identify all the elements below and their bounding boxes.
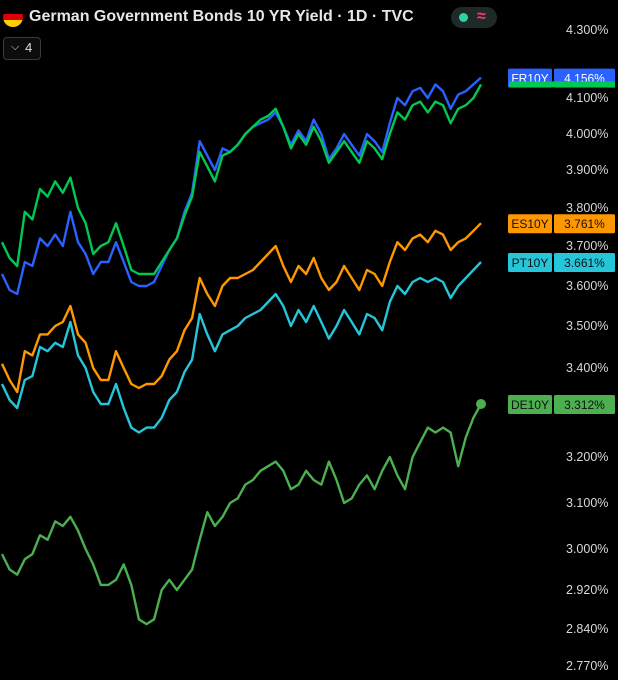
value-tag-de10y[interactable]: DE10Y 3.312% (508, 395, 615, 414)
y-tick-label: 3.200% (566, 450, 608, 464)
chart-header: German Government Bonds 10 YR Yield · 1D… (0, 0, 618, 34)
indicator-count: 4 (25, 40, 33, 55)
value-tag-es10y[interactable]: ES10Y 3.761% (508, 214, 615, 234)
y-tick-label: 2.770% (566, 659, 608, 673)
series-name-label: ES10Y (511, 217, 548, 231)
series-value-label: 3.761% (564, 217, 605, 231)
series-line-es10y[interactable] (0, 222, 482, 394)
y-tick-label: 4.000% (566, 127, 608, 141)
status-pill[interactable]: ≈ (451, 7, 497, 28)
y-tick-label: 2.840% (566, 622, 608, 636)
series-value-label: 3.661% (564, 256, 605, 270)
y-axis: 4.300% 4.100% 4.000% 3.900% 3.800% 3.700% 3.60… (566, 23, 608, 673)
series-name-label: PT10Y (512, 256, 549, 270)
series-value-label: 3.312% (564, 398, 605, 412)
series-line-unlabeled[interactable] (0, 83, 483, 276)
y-tick-label: 3.700% (566, 239, 608, 253)
value-tag-pt10y[interactable]: PT10Y 3.661% (508, 253, 615, 272)
last-value-tags: DE10Y 3.312%PT10Y 3.661%ES10Y 3.761%FR10Y 4.… (508, 68, 615, 414)
last-point-marker (476, 399, 486, 409)
wave-icon: ≈ (477, 8, 486, 25)
series-line-de10y[interactable] (0, 403, 483, 626)
market-status-icon (459, 13, 468, 22)
y-tick-label: 4.300% (566, 23, 608, 37)
y-tick-label: 3.500% (566, 319, 608, 333)
y-tick-label: 3.800% (566, 201, 608, 215)
y-tick-label: 3.400% (566, 361, 608, 375)
symbol-title[interactable]: German Government Bonds 10 YR Yield · 1D… (29, 8, 414, 25)
y-tick-label: 3.100% (566, 496, 608, 510)
y-tick-label: 2.920% (566, 583, 608, 597)
price-line-marker (509, 81, 615, 88)
indicators-toggle-button[interactable]: ⌵ 4 (3, 37, 41, 60)
y-tick-label: 4.100% (566, 91, 608, 105)
series-line-pt10y[interactable] (0, 261, 482, 434)
y-tick-label: 3.000% (566, 542, 608, 556)
y-tick-label: 3.900% (566, 163, 608, 177)
germany-flag-icon (3, 7, 23, 27)
y-tick-label: 3.600% (566, 279, 608, 293)
series-name-label: DE10Y (511, 398, 549, 412)
series-lines (0, 76, 486, 626)
chevron-down-icon: ⌵ (11, 41, 20, 53)
